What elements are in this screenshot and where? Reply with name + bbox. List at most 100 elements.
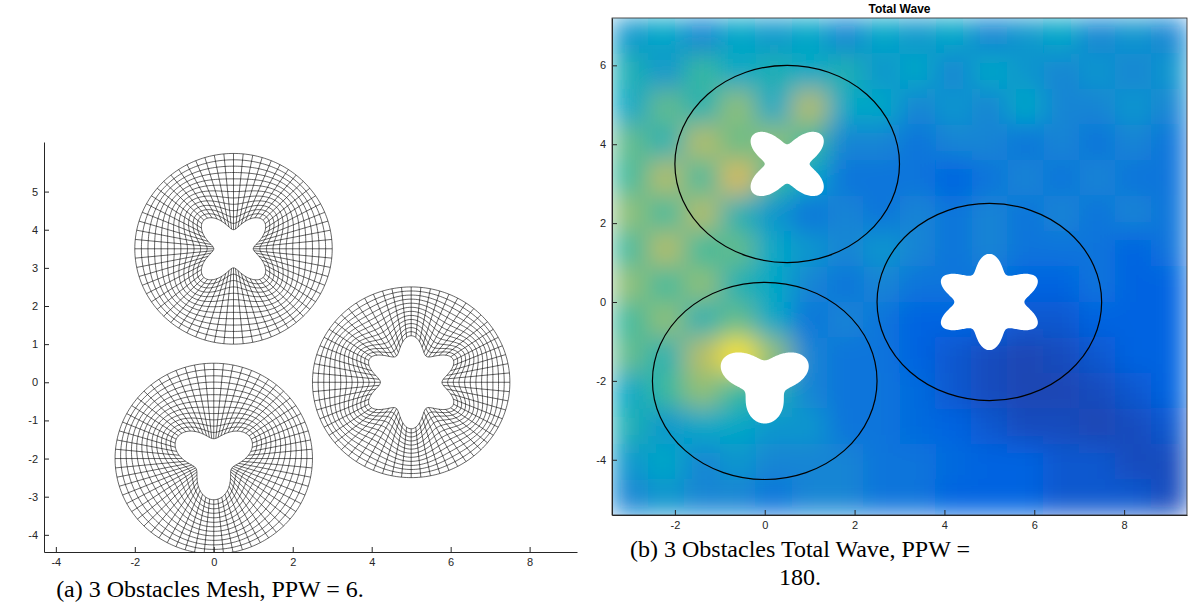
- field-cell: [1007, 125, 1044, 161]
- tick-label: 4: [942, 519, 948, 531]
- field-cell: [1079, 373, 1116, 409]
- mesh-ring-line: [141, 160, 325, 338]
- tick-mark: [44, 420, 49, 421]
- tick: 4: [32, 224, 49, 236]
- tick: 3: [32, 262, 49, 274]
- field-cell: [828, 160, 865, 196]
- tick-mark: [855, 510, 856, 515]
- field-cell: [720, 196, 757, 232]
- field-cell: [864, 409, 901, 445]
- artificial-boundary: [675, 65, 900, 262]
- axis-line: [613, 515, 1188, 516]
- field-cell: [971, 373, 1008, 409]
- field-cell: [864, 302, 901, 338]
- mesh-ring-line: [335, 303, 488, 461]
- field-cell: [1043, 373, 1080, 409]
- field-cell: [1079, 338, 1116, 374]
- field-cell: [828, 54, 865, 90]
- field-cell: [756, 18, 793, 54]
- field-cell: [684, 444, 721, 480]
- tick-label: 5: [32, 186, 38, 198]
- field-cell: [1115, 444, 1152, 480]
- field-cell: [612, 54, 649, 90]
- field-cell: [720, 54, 757, 90]
- field-cell: [900, 302, 937, 338]
- field-cell: [1115, 231, 1152, 267]
- field-cell: [971, 444, 1008, 480]
- axis-xticks: -202468: [613, 510, 1188, 531]
- tick-label: 0: [32, 376, 38, 388]
- field-cell: [935, 89, 972, 125]
- tick: -2: [596, 375, 617, 387]
- field-cell: [828, 338, 865, 374]
- tick-label: -2: [596, 375, 606, 387]
- title: Total Wave: [868, 2, 930, 16]
- field-cell: [935, 125, 972, 161]
- mesh-ring-line: [349, 315, 474, 449]
- tick-mark: [44, 268, 49, 269]
- tick-label: -3: [28, 491, 38, 503]
- field-cell: [1151, 125, 1187, 161]
- axis-yticks: -4-20246: [596, 19, 617, 516]
- field-cell: [792, 54, 829, 90]
- field-cell: [1007, 18, 1044, 54]
- field-cell: [1151, 302, 1187, 338]
- tick: 4: [600, 138, 617, 150]
- field-cell: [1079, 302, 1116, 338]
- field-cell: [792, 18, 829, 54]
- tick: -4: [28, 529, 49, 541]
- field-cell: [971, 125, 1008, 161]
- field-cell: [900, 444, 937, 480]
- field-cell: [935, 231, 972, 267]
- field-cell: [864, 480, 901, 516]
- field-cell: [864, 160, 901, 196]
- tick-mark: [44, 535, 49, 536]
- field-cell: [971, 409, 1008, 445]
- field-plot: [612, 18, 1187, 515]
- field-cell: [720, 480, 757, 516]
- mesh: [115, 363, 312, 552]
- caption: (b) 3 Obstacles Total Wave, PPW =180.: [630, 536, 970, 590]
- field-cell: [684, 125, 721, 161]
- field-cell: [1043, 18, 1080, 54]
- field-cell: [720, 89, 757, 125]
- field-cell: [1151, 18, 1187, 54]
- field-cell: [1151, 54, 1187, 90]
- tick-mark: [135, 547, 136, 552]
- field-cell: [792, 267, 829, 303]
- figure: -4-202468-4-3-2-1012345(a) 3 Obstacles M…: [0, 0, 1197, 608]
- field-cell: [864, 18, 901, 54]
- field-cell: [1115, 302, 1152, 338]
- field-cell: [720, 231, 757, 267]
- mesh-ring-line: [201, 218, 265, 280]
- field-cell: [1079, 267, 1116, 303]
- tick-label: 2: [852, 519, 858, 531]
- axis-line: [45, 552, 578, 553]
- mesh-ring-line: [344, 311, 478, 453]
- mesh-ring-line: [161, 179, 306, 319]
- mesh-ring-line: [329, 299, 492, 465]
- field-cell: [900, 89, 937, 125]
- tick-mark: [1034, 510, 1035, 515]
- tick-mark: [612, 65, 617, 66]
- field-cell: [1115, 18, 1152, 54]
- field-cell: [1151, 267, 1187, 303]
- tick-label: -2: [130, 556, 140, 568]
- field-cell: [1151, 160, 1187, 196]
- field-cell: [648, 231, 685, 267]
- tick: 6: [600, 59, 617, 71]
- tick-mark: [44, 192, 49, 193]
- field-cell: [648, 89, 685, 125]
- tick-label: 0: [600, 296, 606, 308]
- field-cell: [971, 18, 1008, 54]
- field-cell: [864, 125, 901, 161]
- field-cell: [612, 409, 649, 445]
- tick: 1: [32, 338, 49, 350]
- tick-label: -2: [28, 453, 38, 465]
- field-cell: [971, 160, 1008, 196]
- field-cell: [1079, 160, 1116, 196]
- tick-mark: [612, 144, 617, 145]
- tick-label: 6: [600, 59, 606, 71]
- field-cell: [1007, 338, 1044, 374]
- field-cell: [1115, 409, 1152, 445]
